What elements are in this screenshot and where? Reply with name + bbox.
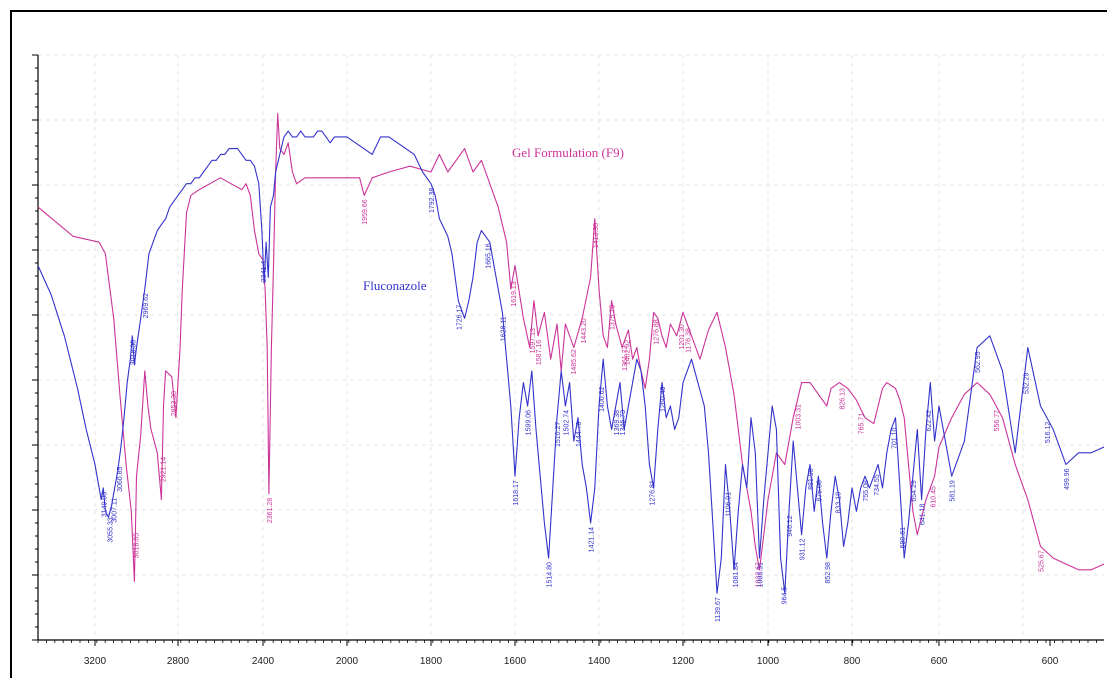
peak-label: 3018.38 bbox=[130, 340, 137, 365]
series-line-gel-formulation bbox=[37, 112, 1105, 583]
peak-label: 2341.4 bbox=[261, 261, 268, 283]
peak-label: 3060.85 bbox=[117, 467, 124, 492]
peak-label: 1628.11 bbox=[500, 316, 507, 341]
peak-label: 516.12 bbox=[1045, 422, 1052, 444]
series-line-fluconazole bbox=[37, 130, 1105, 594]
peak-label: 852.98 bbox=[825, 562, 832, 584]
peak-label: 701.10 bbox=[891, 428, 898, 450]
peak-label: 734.55 bbox=[874, 474, 881, 496]
peak-label: 1201.30 bbox=[679, 324, 686, 349]
peak-label: 3055.33 bbox=[108, 517, 115, 542]
peak-label: 532.29 bbox=[1023, 373, 1030, 395]
peak-label: 1587.16 bbox=[536, 340, 543, 365]
peak-label: 931.12 bbox=[800, 539, 807, 561]
peak-label: 1400.62 bbox=[599, 387, 606, 412]
peak-label: 1597.13 bbox=[530, 328, 537, 353]
x-tick-label: 1000 bbox=[757, 656, 780, 667]
peak-label: 641.18 bbox=[920, 504, 927, 526]
peak-label: 581.19 bbox=[950, 480, 957, 502]
x-tick-label: 2400 bbox=[252, 656, 275, 667]
peak-label: 1599.06 bbox=[526, 410, 533, 435]
peak-label: 556.77 bbox=[994, 410, 1001, 432]
peak-label: 1375.75 bbox=[610, 305, 617, 330]
peak-label: 1081.84 bbox=[733, 562, 740, 587]
x-tick-label: 800 bbox=[844, 656, 861, 667]
peak-label: 1510.27 bbox=[555, 422, 562, 447]
x-tick-label: 2800 bbox=[167, 656, 190, 667]
x-tick-label: 2000 bbox=[336, 656, 359, 667]
peak-label: 1361.72 bbox=[622, 346, 629, 371]
peak-label: 610.45 bbox=[931, 486, 938, 508]
peak-label: 1421.14 bbox=[589, 527, 596, 552]
peak-label: 876.06 bbox=[816, 480, 823, 502]
peak-label: 2969.62 bbox=[143, 293, 150, 318]
peak-label: 1619.13 bbox=[511, 281, 518, 306]
peak-label: 1346.73 bbox=[620, 410, 627, 435]
peak-label: 1485.62 bbox=[571, 349, 578, 374]
peak-label: 1792.38 bbox=[429, 188, 436, 213]
peak-label: 1003.31 bbox=[758, 562, 765, 587]
peak-label: 881.98 bbox=[808, 468, 815, 490]
peak-label: 964.5 bbox=[782, 587, 789, 605]
peak-label: 2853.38 bbox=[171, 391, 178, 416]
x-tick-label: 1200 bbox=[672, 656, 695, 667]
peak-label: 1003.31 bbox=[795, 404, 802, 429]
peak-label: 499.96 bbox=[1064, 468, 1071, 490]
peak-label: 1443.20 bbox=[581, 318, 588, 343]
x-tick-label: 3200 bbox=[84, 656, 107, 667]
series-label-gel-formulation: Gel Formulation (F9) bbox=[512, 145, 624, 160]
peak-label: 1665.16 bbox=[486, 243, 493, 268]
peak-label: 755.08 bbox=[863, 480, 870, 502]
peak-label: 3018.85 bbox=[134, 533, 141, 558]
chart-frame bbox=[10, 10, 1107, 678]
peak-label: 765.71 bbox=[859, 413, 866, 435]
peak-label: 2361.28 bbox=[267, 498, 274, 523]
peak-label: 525.67 bbox=[1039, 550, 1046, 572]
peak-label: 622.42 bbox=[926, 410, 933, 432]
peak-label: 1726.17 bbox=[456, 305, 463, 330]
peak-label: 1444.76 bbox=[576, 422, 583, 447]
x-tick-label: 600 bbox=[1042, 656, 1059, 667]
peak-label: 1618.17 bbox=[513, 480, 520, 505]
peak-label: 1176.38 bbox=[685, 328, 692, 353]
peak-label: 1276.81 bbox=[650, 480, 657, 505]
series-label-fluconazole: Fluconazole bbox=[363, 278, 427, 293]
x-tick-label: 600 bbox=[931, 656, 948, 667]
peak-label: 1502.74 bbox=[563, 410, 570, 435]
peak-label: 1139.67 bbox=[715, 597, 722, 622]
peak-label: 1413.90 bbox=[593, 223, 600, 248]
peak-label: 3149.05 bbox=[101, 492, 108, 517]
peak-label: 1276.88 bbox=[654, 319, 661, 344]
peak-label: 1106.91 bbox=[726, 492, 733, 517]
peak-label: 946.12 bbox=[787, 515, 794, 537]
peak-label: 680.61 bbox=[900, 527, 907, 549]
peak-label: 1402.92 bbox=[624, 340, 631, 365]
peak-label: 1260.48 bbox=[660, 387, 667, 412]
peak-label: 654.29 bbox=[911, 480, 918, 502]
peak-label: 3007.11 bbox=[112, 498, 119, 523]
peak-label: 562.95 bbox=[975, 351, 982, 373]
peak-label: 1514.80 bbox=[547, 562, 554, 587]
peak-label: 833.19 bbox=[835, 492, 842, 514]
peak-label: 1959.66 bbox=[362, 199, 369, 224]
x-tick-label: 1400 bbox=[588, 656, 611, 667]
x-tick-label: 1600 bbox=[504, 656, 527, 667]
peak-label: 1369.38 bbox=[614, 410, 621, 435]
peak-label: 1032.67 bbox=[755, 562, 762, 587]
x-tick-label: 1800 bbox=[420, 656, 443, 667]
peak-label: 2921.14 bbox=[160, 457, 167, 482]
peak-label: 826.13 bbox=[840, 388, 847, 410]
